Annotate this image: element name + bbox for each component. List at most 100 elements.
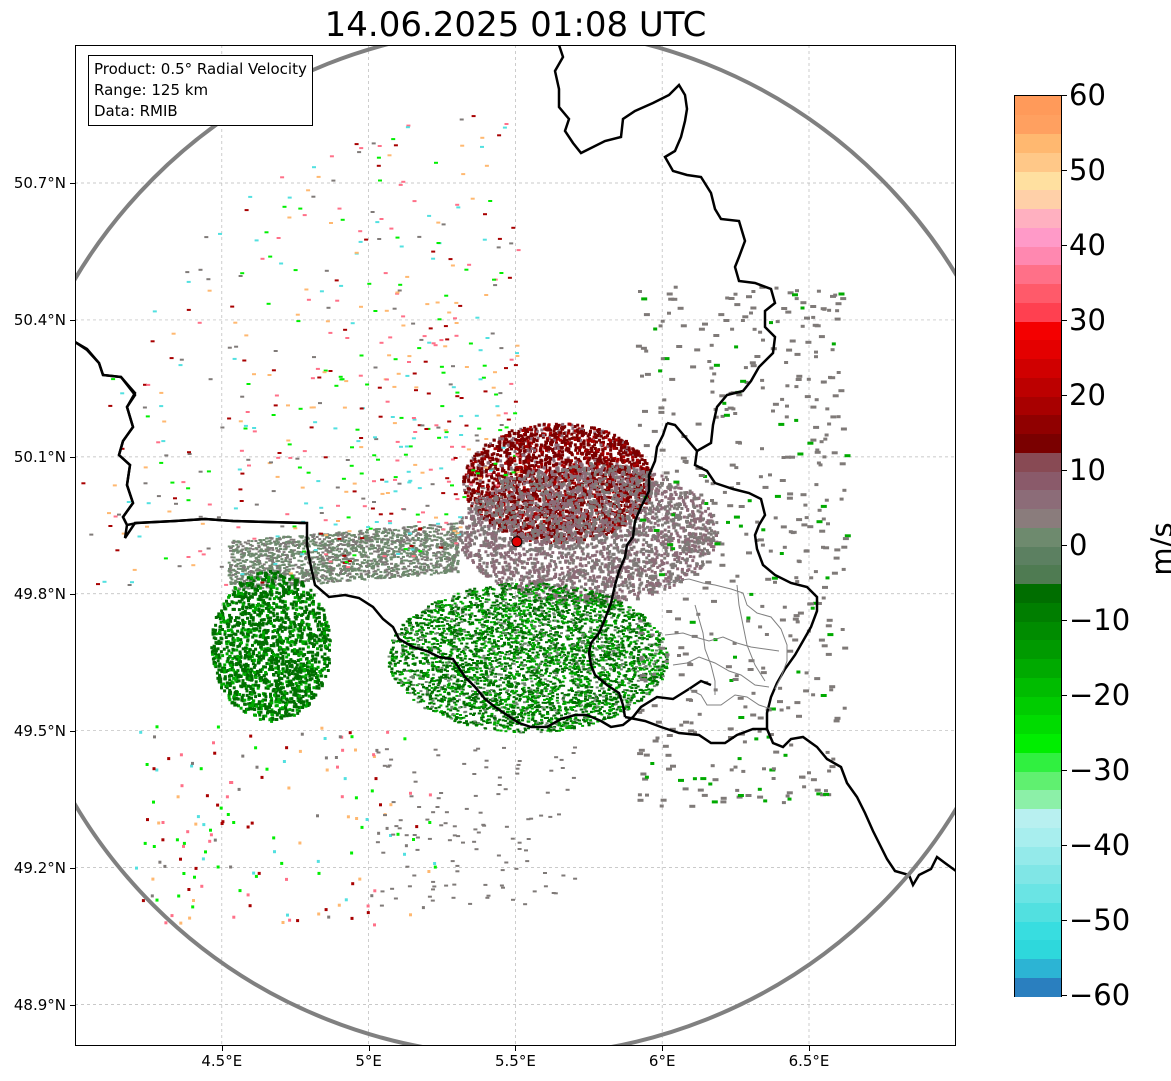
echo-pixel [507, 467, 511, 471]
echo-pixel [596, 526, 600, 530]
echo-pixel [519, 584, 522, 588]
echo-pixel [654, 512, 658, 516]
echo-pixel [486, 539, 490, 543]
echo-pixel [592, 598, 596, 602]
echo-pixel [601, 448, 605, 452]
echo-pixel [509, 483, 513, 487]
echo-pixel [641, 567, 644, 571]
echo-pixel [629, 495, 632, 499]
echo-pixel [552, 560, 556, 564]
echo-pixel [469, 481, 473, 485]
echo-pixel [471, 471, 475, 475]
echo-pixel [660, 535, 664, 539]
echo-pixel [508, 548, 512, 552]
echo-pixel [612, 494, 616, 498]
echo-pixel [535, 469, 538, 473]
echo-pixel [517, 495, 521, 499]
echo-pixel [642, 482, 646, 486]
echo-pixel [503, 437, 507, 441]
echo-pixel [575, 530, 579, 534]
echo-pixel [591, 470, 595, 474]
echo-pixel [617, 436, 621, 440]
echo-pixel [480, 452, 484, 456]
echo-pixel [513, 520, 517, 524]
echo-pixel [528, 535, 532, 539]
echo-pixel [466, 494, 470, 498]
echo-pixel [562, 432, 566, 435]
radar-map-panel[interactable] [75, 45, 956, 1046]
echo-pixel [613, 468, 617, 471]
echo-pixel [475, 481, 479, 485]
echo-pixel [528, 464, 531, 468]
echo-pixel [501, 537, 505, 541]
echo-pixel [553, 507, 557, 511]
echo-pixel [597, 515, 601, 519]
echo-pixel [631, 458, 635, 462]
echo-pixel [664, 550, 668, 553]
echo-pixel [660, 553, 664, 557]
echo-pixel [624, 580, 628, 584]
echo-pixel [486, 501, 490, 505]
echo-pixel [630, 509, 633, 513]
echo-pixel [488, 521, 492, 525]
echo-pixel [701, 501, 704, 505]
echo-pixel [599, 529, 603, 533]
echo-pixel [501, 437, 505, 441]
echo-pixel [580, 503, 584, 507]
echo-pixel [498, 489, 502, 493]
echo-pixel [660, 543, 664, 547]
echo-pixel [685, 495, 689, 499]
echo-pixel [562, 468, 566, 472]
echo-pixel [694, 520, 697, 524]
echo-pixel [634, 568, 638, 572]
echo-pixel [647, 561, 651, 564]
echo-pixel [473, 477, 477, 481]
echo-pixel [505, 499, 509, 503]
echo-pixel [481, 507, 485, 511]
echo-pixel [535, 494, 539, 498]
echo-pixel [621, 515, 625, 518]
echo-pixel [579, 519, 583, 523]
echo-pixel [537, 487, 540, 491]
echo-pixel [560, 582, 564, 586]
echo-pixel [583, 600, 587, 604]
echo-pixel [649, 526, 653, 530]
echo-pixel [477, 453, 481, 457]
echo-pixel [607, 431, 611, 435]
echo-pixel [645, 541, 649, 544]
echo-pixel [463, 476, 467, 479]
echo-pixel [554, 443, 558, 447]
echo-pixel [526, 448, 530, 452]
echo-pixel [677, 517, 681, 521]
echo-pixel [607, 557, 611, 561]
echo-pixel [548, 491, 552, 495]
echo-pixel [664, 495, 668, 499]
echo-pixel [523, 553, 527, 557]
echo-pixel [621, 459, 624, 463]
echo-pixel [534, 460, 538, 464]
echo-pixel [495, 491, 499, 494]
echo-pixel [626, 468, 630, 472]
echo-pixel [511, 509, 515, 513]
echo-pixel [515, 441, 519, 445]
echo-pixel [505, 521, 509, 525]
echo-pixel [595, 558, 598, 562]
echo-pixel [517, 523, 520, 527]
echo-pixel [635, 471, 639, 475]
echo-pixel [680, 507, 684, 510]
echo-pixel [537, 472, 540, 476]
echo-pixel [474, 553, 478, 556]
echo-pixel [608, 483, 612, 487]
echo-pixel [640, 454, 644, 458]
radar-map[interactable] [75, 45, 956, 1046]
echo-pixel [489, 500, 493, 504]
echo-pixel [520, 574, 523, 578]
echo-pixel [609, 441, 613, 445]
echo-pixel [504, 461, 508, 465]
echo-pixel [600, 469, 603, 473]
echo-pixel [662, 542, 666, 546]
echo-pixel [618, 471, 622, 474]
echo-pixel [563, 533, 567, 536]
echo-pixel [565, 438, 569, 442]
echo-pixel [643, 569, 647, 573]
